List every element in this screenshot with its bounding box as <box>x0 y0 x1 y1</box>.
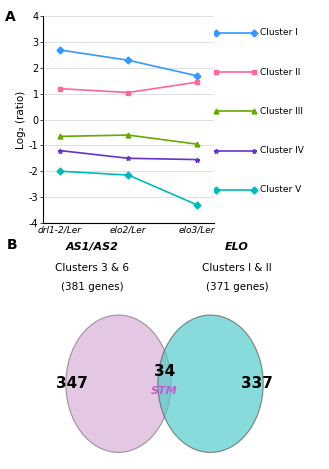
Text: ELO: ELO <box>225 242 249 252</box>
Text: (381 genes): (381 genes) <box>61 282 123 292</box>
Text: 34: 34 <box>154 364 175 379</box>
Text: B: B <box>7 238 17 252</box>
Text: (371 genes): (371 genes) <box>206 282 268 292</box>
Text: Clusters 3 & 6: Clusters 3 & 6 <box>55 263 129 273</box>
Ellipse shape <box>66 315 171 453</box>
Text: STM: STM <box>151 386 178 396</box>
Text: Cluster V: Cluster V <box>260 185 301 194</box>
Text: Cluster II: Cluster II <box>260 68 300 76</box>
Y-axis label: Log₂ (ratio): Log₂ (ratio) <box>16 91 26 149</box>
Ellipse shape <box>158 315 263 453</box>
Text: A: A <box>5 10 16 24</box>
Text: Cluster IV: Cluster IV <box>260 146 304 155</box>
Text: Cluster I: Cluster I <box>260 29 298 38</box>
Text: Clusters I & II: Clusters I & II <box>202 263 272 273</box>
Text: 337: 337 <box>241 376 272 391</box>
Text: 347: 347 <box>57 376 88 391</box>
Text: Cluster III: Cluster III <box>260 107 303 116</box>
Text: AS1/AS2: AS1/AS2 <box>66 242 118 252</box>
